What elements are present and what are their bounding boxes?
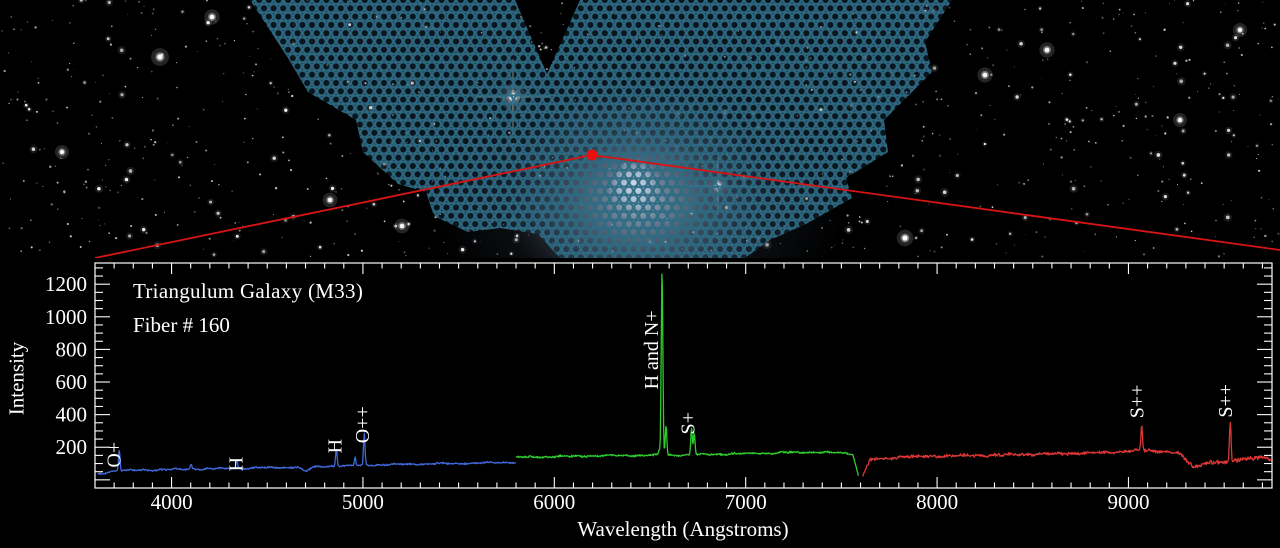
fiber-array-overlay (250, 0, 952, 258)
plot-frame (94, 262, 1273, 489)
bright-star (977, 67, 993, 83)
x-tick-label: 5000 (342, 490, 384, 514)
emission-line-label: H (226, 457, 248, 471)
y-tick-label: 1200 (45, 272, 87, 296)
y-tick-label: 1000 (45, 305, 87, 329)
y-tick-label: 200 (56, 435, 88, 459)
zoom-line-left (94, 154, 593, 258)
axis-ticks (95, 263, 1272, 488)
emission-line-label: S+ (677, 412, 699, 434)
emission-line-label: S++ (1215, 384, 1237, 418)
line-annotations: O+ H H O++ H and N+ S+ S++ S++ (104, 310, 1238, 471)
bright-star (204, 9, 220, 25)
bright-star (1232, 22, 1248, 38)
x-tick-label: 9000 (1108, 490, 1150, 514)
x-tick-label: 6000 (533, 490, 575, 514)
zoom-line-right (591, 154, 1280, 251)
emission-line-label: S++ (1127, 385, 1149, 419)
fiber-number-label: Fiber # 160 (133, 313, 230, 337)
y-axis-title: Intensity (4, 341, 29, 416)
fiber-target-marker (586, 149, 598, 161)
spectrum-green-arm (515, 273, 859, 476)
bright-star (151, 48, 169, 66)
emission-line-label: O++ (352, 406, 374, 443)
y-tick-label: 400 (56, 403, 88, 427)
bright-star (896, 229, 914, 247)
plot-title: Triangulum Galaxy (M33) (133, 279, 364, 303)
emission-line-label: H (325, 439, 347, 453)
fiber-array-hex-grid (250, 0, 952, 258)
x-tick-label: 7000 (725, 490, 767, 514)
emission-line-label: O+ (104, 442, 126, 468)
x-tick-label: 4000 (151, 490, 193, 514)
sky-image-panel (0, 0, 1280, 258)
bright-star (394, 218, 410, 234)
spectrum-blue-arm (97, 432, 517, 476)
y-tick-label: 800 (56, 337, 88, 361)
starfield-image (1, 0, 1280, 258)
bright-star (54, 144, 70, 160)
bright-star (322, 192, 338, 208)
emission-line-label: H and N+ (641, 310, 663, 389)
tick-labels: 4000 5000 6000 7000 8000 9000 200 400 600 800 1000… (45, 272, 1150, 514)
bright-star (1172, 112, 1188, 128)
x-tick-label: 8000 (916, 490, 958, 514)
zoom-indicator (94, 149, 1280, 258)
bright-star (1039, 42, 1055, 58)
spectrum-red-arm (862, 421, 1272, 477)
y-tick-label: 600 (56, 370, 88, 394)
x-axis-title: Wavelength (Angstroms) (577, 517, 789, 541)
